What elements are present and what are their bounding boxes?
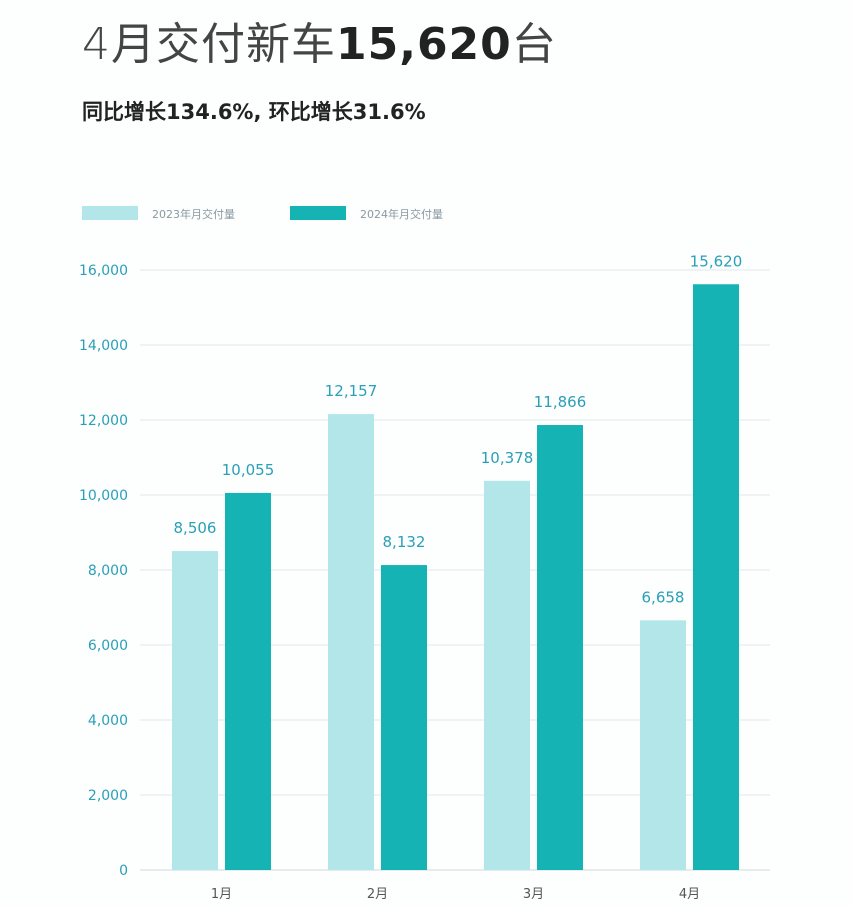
y-tick-label: 0 <box>119 863 128 879</box>
page-subtitle: 同比增长134.6%, 环比增长31.6% <box>82 100 426 124</box>
x-tick-label: 1月 <box>211 887 232 902</box>
legend-label-2023: 2023年月交付量 <box>152 207 235 221</box>
bar-2023 <box>328 414 374 870</box>
data-label: 6,658 <box>642 588 685 606</box>
y-tick-label: 6,000 <box>88 638 128 654</box>
title-prefix: 4月交付新车 <box>82 19 336 70</box>
data-label: 12,157 <box>325 382 378 400</box>
data-label: 15,620 <box>690 252 743 270</box>
data-label: 11,866 <box>534 393 587 411</box>
y-tick-label: 16,000 <box>79 263 128 279</box>
y-tick-label: 12,000 <box>79 413 128 429</box>
x-tick-label: 2月 <box>367 887 388 902</box>
bar-2024 <box>537 425 583 870</box>
title-suffix: 台 <box>511 19 557 70</box>
bar-2024 <box>225 492 271 870</box>
y-tick-label: 10,000 <box>79 488 128 504</box>
y-tick-label: 4,000 <box>88 713 128 729</box>
data-label: 8,132 <box>383 533 426 551</box>
legend-swatch-2023 <box>82 206 138 220</box>
page-title: 4月交付新车15,620台 <box>82 8 557 72</box>
bar-2024 <box>381 565 427 870</box>
bar-2023 <box>172 551 218 870</box>
legend-label-2024: 2024年月交付量 <box>360 207 443 221</box>
bar-2024 <box>693 284 739 870</box>
bar-2023 <box>484 480 530 870</box>
y-tick-label: 14,000 <box>79 338 128 354</box>
data-label: 10,055 <box>222 461 275 479</box>
x-tick-label: 4月 <box>679 887 700 902</box>
data-label: 10,378 <box>481 449 534 467</box>
data-label: 8,506 <box>174 519 217 537</box>
title-number: 15,620 <box>336 19 512 70</box>
x-tick-label: 3月 <box>523 887 544 902</box>
legend-swatch-2024 <box>290 206 346 220</box>
y-tick-label: 2,000 <box>88 788 128 804</box>
y-tick-label: 8,000 <box>88 563 128 579</box>
bar-2023 <box>640 620 686 870</box>
